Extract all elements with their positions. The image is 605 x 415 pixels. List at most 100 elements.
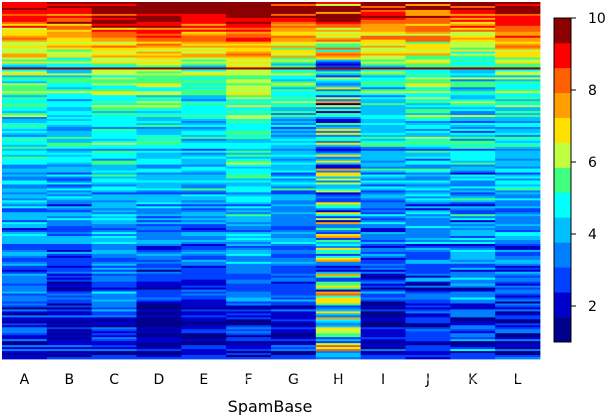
heatmap-cell — [46, 136, 93, 140]
heatmap-cell — [136, 124, 182, 128]
heatmap-cell — [46, 57, 93, 60]
heatmap-cell — [91, 220, 137, 223]
heatmap-cell — [271, 164, 317, 168]
heatmap-cell — [226, 101, 272, 104]
heatmap-cell — [405, 148, 451, 152]
heatmap-cell — [450, 206, 496, 209]
heatmap-cell — [360, 208, 406, 211]
heatmap-cell — [495, 216, 541, 219]
heatmap-cell — [271, 335, 317, 338]
heatmap-cell — [360, 67, 406, 70]
heatmap-cell — [91, 63, 137, 66]
heatmap-cell — [495, 97, 541, 100]
heatmap-cell — [315, 91, 362, 94]
heatmap-cell — [495, 91, 541, 94]
heatmap-cell — [495, 3, 541, 7]
heatmap-cell — [181, 113, 227, 116]
heatmap-cell — [46, 162, 93, 166]
heatmap-cell — [271, 148, 317, 152]
heatmap-cell — [136, 265, 182, 269]
heatmap-cell — [450, 2, 496, 5]
heatmap-cell — [315, 19, 362, 23]
heatmap-cell — [360, 182, 406, 185]
heatmap-cell — [91, 67, 137, 70]
heatmap-cell — [360, 184, 406, 187]
heatmap-cell — [495, 99, 541, 102]
heatmap-cell — [181, 17, 227, 21]
heatmap-cell — [271, 289, 317, 292]
heatmap-cell — [91, 39, 137, 43]
heatmap-cell — [450, 5, 496, 9]
heatmap-cell — [495, 5, 541, 9]
heatmap-cell — [495, 311, 541, 314]
heatmap-cell — [91, 124, 137, 128]
heatmap-cell — [46, 166, 93, 169]
heatmap-cell — [136, 111, 182, 114]
heatmap-cell — [91, 230, 137, 233]
heatmap-cell — [405, 238, 451, 241]
heatmap-cell — [315, 77, 362, 80]
heatmap-cell — [226, 311, 272, 314]
heatmap-cell — [360, 57, 406, 60]
heatmap-cell — [91, 83, 137, 86]
heatmap-cell — [315, 61, 362, 64]
heatmap-cell — [360, 71, 406, 74]
heatmap-cell — [405, 341, 451, 344]
heatmap-cell — [46, 81, 93, 84]
heatmap-cell — [405, 192, 451, 195]
heatmap-cell — [315, 170, 362, 173]
heatmap-cell — [360, 136, 406, 140]
heatmap-cell — [271, 347, 317, 350]
heatmap-cell — [226, 218, 272, 221]
heatmap-cell — [181, 289, 227, 292]
heatmap-cell — [495, 105, 541, 108]
heatmap-cell — [181, 25, 227, 29]
heatmap-cell — [91, 317, 137, 320]
heatmap-cell — [450, 222, 496, 225]
heatmap-cell — [226, 87, 272, 90]
heatmap-cell — [450, 243, 496, 247]
heatmap-cell — [2, 341, 48, 344]
heatmap-cell — [450, 353, 496, 356]
heatmap-cell — [181, 214, 227, 217]
heatmap-cell — [91, 347, 137, 350]
heatmap-cell — [495, 287, 541, 290]
heatmap-cell — [2, 315, 48, 318]
heatmap-cell — [315, 168, 362, 171]
heatmap-cell — [495, 132, 541, 136]
heatmap-cell — [495, 325, 541, 328]
heatmap-cell — [2, 162, 48, 166]
heatmap-cell — [46, 105, 93, 108]
heatmap-cell — [495, 85, 541, 88]
heatmap-cell — [46, 71, 93, 74]
heatmap-cell — [450, 69, 496, 72]
heatmap-cell — [91, 15, 137, 19]
heatmap-cell — [271, 220, 317, 223]
heatmap-cell — [226, 186, 272, 189]
heatmap-cell — [181, 206, 227, 209]
heatmap-cell — [495, 305, 541, 308]
heatmap-cell — [2, 37, 48, 41]
heatmap-cell — [136, 184, 182, 187]
heatmap-cell — [181, 117, 227, 120]
heatmap-cell — [181, 93, 227, 96]
heatmap-cell — [495, 271, 541, 275]
heatmap-cell — [360, 323, 406, 326]
heatmap-cell — [495, 261, 541, 265]
heatmap-cell — [136, 27, 182, 31]
heatmap-cell — [46, 263, 93, 267]
heatmap-cell — [450, 45, 496, 49]
heatmap-cell — [315, 206, 362, 209]
heatmap-cell — [136, 226, 182, 229]
heatmap-cell — [136, 198, 182, 201]
heatmap-cell — [226, 273, 272, 277]
heatmap-cell — [181, 13, 227, 17]
heatmap-cell — [271, 134, 317, 138]
heatmap-cell — [91, 13, 137, 17]
heatmap-cell — [495, 31, 541, 35]
heatmap-cell — [450, 93, 496, 96]
heatmap-cell — [405, 349, 451, 352]
heatmap-cell — [181, 301, 227, 304]
heatmap-cell — [226, 154, 272, 158]
